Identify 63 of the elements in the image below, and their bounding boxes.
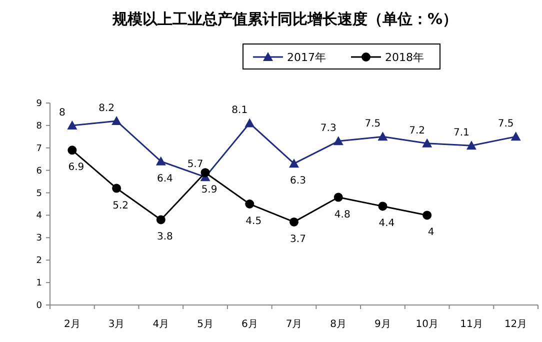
data-label: 8.2 [98, 102, 114, 114]
point [244, 118, 255, 128]
x-tick-label: 6月 [241, 319, 258, 330]
point [334, 192, 343, 202]
data-label: 3.8 [156, 232, 173, 243]
data-label: 6.4 [156, 173, 173, 184]
point [422, 138, 432, 148]
point [289, 158, 299, 168]
point [112, 116, 122, 125]
x-tick-label: 11月 [460, 319, 483, 330]
point [245, 200, 254, 208]
data-label: 8 [58, 107, 66, 118]
y-tick-label: 4 [36, 211, 42, 222]
point [112, 184, 122, 193]
point [510, 132, 521, 141]
point [156, 156, 166, 166]
data-label: 4.5 [246, 216, 262, 227]
x-tick-label: 10月 [416, 319, 438, 330]
y-tick-label: 1 [36, 278, 42, 289]
y-tick-label: 8 [36, 121, 42, 132]
y-tick-label: 3 [36, 234, 42, 244]
data-label: 7.5 [364, 118, 381, 130]
data-label: 7.5 [498, 118, 514, 130]
data-label: 4 [428, 227, 434, 238]
data-label: 5.9 [201, 184, 218, 196]
data-label: 7.1 [454, 128, 470, 139]
point [67, 120, 78, 130]
chart-title: 规模以上工业总产值累计同比增长速度（单位：%） [111, 10, 458, 28]
data-label: 3.7 [290, 234, 306, 245]
point [422, 210, 432, 220]
x-tick-label: 3月 [108, 319, 125, 330]
legend-label: 2017年 [287, 51, 326, 64]
x-tick-label: 4月 [152, 319, 170, 330]
y-tick-label: 5 [36, 188, 42, 199]
data-label: 5.7 [187, 159, 204, 170]
data-label: 7.2 [409, 125, 426, 136]
data-label: 6.9 [68, 162, 84, 174]
y-tick-label: 2 [36, 256, 42, 266]
point [378, 132, 388, 141]
point [333, 136, 344, 146]
point [156, 215, 166, 224]
legend-label: 2018年 [385, 51, 424, 64]
x-tick-label: 8月 [330, 319, 347, 330]
point [290, 217, 298, 226]
x-tick-label: 7月 [286, 319, 302, 330]
data-label: 6.3 [290, 176, 306, 187]
point [68, 146, 77, 155]
y-tick-label: 0 [36, 301, 42, 311]
y-tick-label: 9 [36, 99, 42, 109]
point [378, 202, 388, 211]
data-label: 7.3 [320, 123, 336, 134]
data-label: 4.8 [334, 209, 350, 220]
point [466, 140, 476, 150]
x-tick-label: 12月 [504, 319, 528, 330]
x-tick-label: 2月 [64, 319, 80, 330]
data-label: 5.2 [112, 200, 128, 212]
data-label: 4.4 [378, 218, 395, 230]
y-tick-label: 7 [36, 144, 42, 154]
x-tick-label: 9月 [374, 319, 391, 330]
data-label: 8.1 [232, 105, 248, 116]
x-tick-label: 5月 [197, 319, 214, 330]
y-tick-label: 6 [36, 166, 42, 176]
point [200, 168, 210, 178]
